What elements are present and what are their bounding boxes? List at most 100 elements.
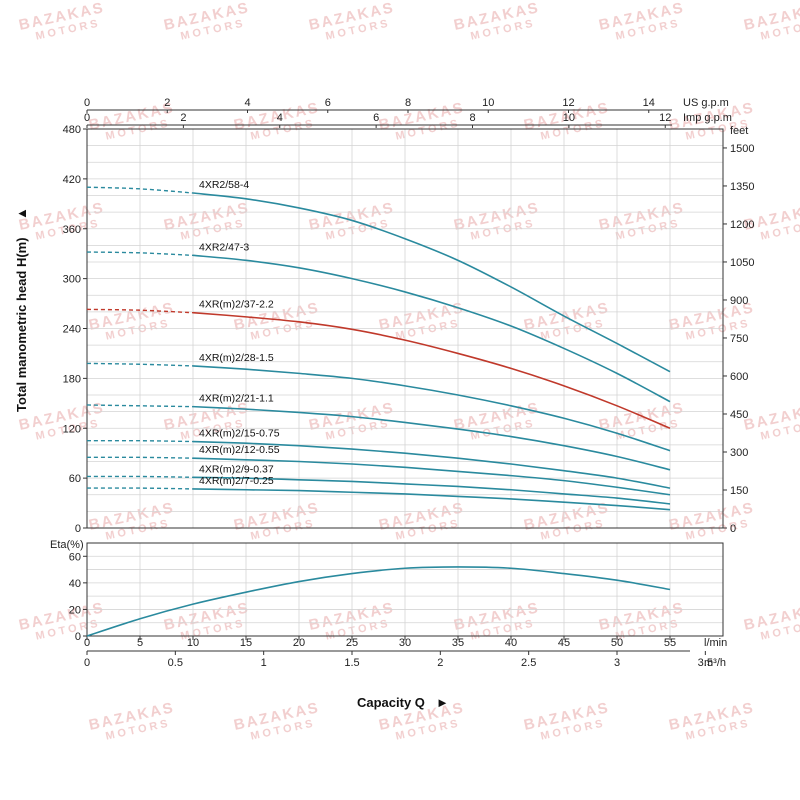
head-curve-dashed	[86, 251, 194, 257]
y2-tick-label: 1050	[730, 257, 754, 269]
x-tick-label: 20	[293, 637, 305, 649]
x-unit-label: l/min	[704, 637, 727, 649]
top-axis-tick-label: 4	[277, 112, 283, 124]
top-axis-tick-label: 2	[164, 97, 170, 109]
curve-label: 4XR2/58-4	[199, 179, 249, 191]
y2-tick-label: 1350	[730, 181, 754, 193]
curve-label: 4XR(m)2/12-0.55	[199, 444, 280, 456]
head-curve	[192, 311, 671, 429]
y-tick-label: 0	[75, 523, 81, 535]
axis-labels: Total manometric head H(m) ▲ Capacity Q …	[14, 207, 449, 710]
y2-tick-label: 1500	[730, 143, 754, 155]
y-tick-label: 40	[69, 578, 81, 590]
curve-label: 4XR(m)2/9-0.37	[199, 463, 274, 475]
eta-axis-title: Eta(%)	[50, 539, 84, 551]
y-axis-arrow: ▲	[14, 207, 29, 220]
y-tick-label: 0	[75, 631, 81, 643]
top-axis-tick-label: 6	[373, 112, 379, 124]
top-axis-tick-label: 2	[180, 112, 186, 124]
head-curve-dashed	[86, 362, 194, 367]
x2-tick-label: 3	[614, 657, 620, 669]
curve-label: 4XR(m)2/37-2.2	[199, 299, 274, 311]
x-axis-arrow: ►	[436, 695, 449, 710]
head-curve	[192, 365, 671, 452]
top-axis-unit: US g.p.m	[683, 97, 729, 109]
head-curve-dashed	[86, 456, 194, 459]
y-tick-label: 60	[69, 551, 81, 563]
head-curve	[192, 476, 671, 505]
top-axis-tick-label: 8	[469, 112, 475, 124]
x-tick-label: 40	[505, 637, 517, 649]
x2-tick-label: 2	[437, 657, 443, 669]
x2-tick-label: 1	[261, 657, 267, 669]
x-axis-title: Capacity Q	[357, 695, 425, 710]
head-curve-dashed	[86, 475, 194, 478]
x2-unit-label: m³/h	[704, 657, 726, 669]
head-curve-dashed	[86, 308, 194, 314]
y-tick-label: 300	[63, 274, 81, 286]
x-tick-label: 5	[137, 637, 143, 649]
y2-tick-label: 0	[730, 523, 736, 535]
head-curve	[192, 254, 671, 403]
top-axis-tick-label: 6	[325, 97, 331, 109]
x-tick-label: 45	[558, 637, 570, 649]
top-axis-unit: Imp g.p.m	[683, 112, 732, 124]
head-curve-dashed	[86, 439, 194, 443]
head-chart-panel: 0601201802403003604204800150300450600750…	[63, 97, 755, 535]
y-tick-label: 480	[63, 124, 81, 136]
x-tick-label: 25	[346, 637, 358, 649]
top-axis-tick-label: 12	[562, 97, 574, 109]
y2-tick-label: 750	[730, 333, 748, 345]
top-axis-tick-label: 0	[84, 112, 90, 124]
y2-tick-label: 450	[730, 409, 748, 421]
y2-tick-label: 150	[730, 485, 748, 497]
head-curve-dashed	[86, 186, 194, 194]
top-axis-tick-label: 8	[405, 97, 411, 109]
eta-curve	[86, 566, 671, 637]
top-axis-tick-label: 12	[659, 112, 671, 124]
x-tick-label: 50	[611, 637, 623, 649]
x-tick-label: 0	[84, 637, 90, 649]
head-curve	[192, 192, 671, 373]
curve-label: 4XR(m)2/15-0.75	[199, 428, 280, 440]
top-axis-tick-label: 10	[482, 97, 494, 109]
curve-label: 4XR(m)2/7-0.25	[199, 475, 274, 487]
y2-tick-label: 1200	[730, 219, 754, 231]
curve-label: 4XR2/47-3	[199, 241, 249, 253]
head-curve	[192, 457, 671, 496]
y-tick-label: 60	[69, 473, 81, 485]
x-tick-label: 15	[240, 637, 252, 649]
y-tick-label: 420	[63, 174, 81, 186]
x2-tick-label: 0.5	[168, 657, 183, 669]
x-tick-label: 10	[187, 637, 199, 649]
curve-label: 4XR(m)2/21-1.1	[199, 393, 274, 405]
x2-tick-label: 0	[84, 657, 90, 669]
head-curve-dashed	[86, 487, 194, 490]
top-axis-tick-label: 4	[244, 97, 250, 109]
y2-tick-label: 900	[730, 295, 748, 307]
